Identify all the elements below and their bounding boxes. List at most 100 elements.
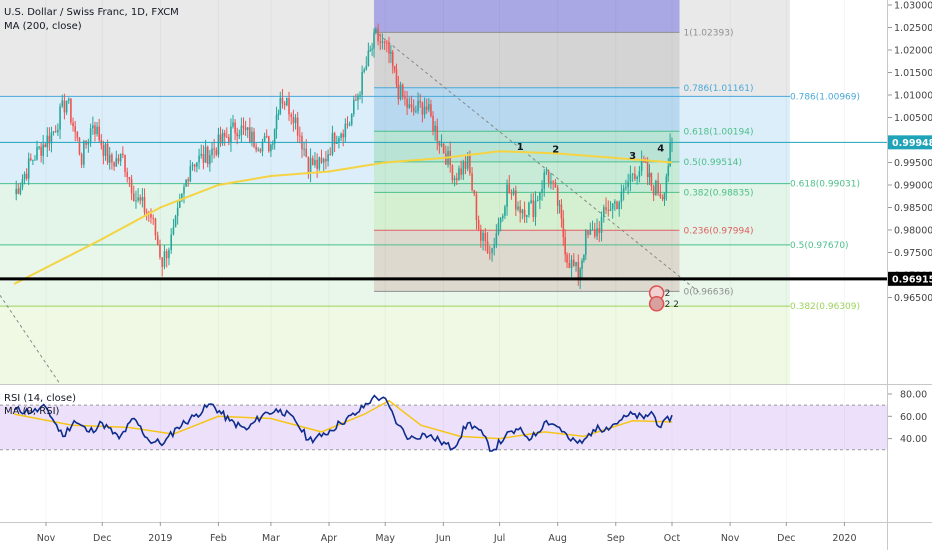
time-axis-label: Apr: [321, 533, 338, 544]
candle-body: [410, 104, 413, 108]
candle-body: [415, 111, 417, 113]
candle-body: [174, 216, 177, 228]
candle-body: [299, 135, 301, 137]
candle-body: [430, 104, 432, 116]
candle-body: [667, 166, 670, 177]
rsi-pane: [0, 394, 888, 452]
candle-body: [183, 186, 185, 194]
candle-body: [259, 149, 262, 152]
candle-body: [558, 204, 561, 206]
candle-body: [232, 122, 234, 127]
candle-body: [89, 128, 92, 142]
candle-body: [581, 260, 583, 269]
last-price-tag: [888, 135, 932, 150]
candle-body: [63, 100, 66, 113]
candle-body: [501, 215, 504, 219]
fib-level-label: 0.236(0.97994): [683, 226, 753, 236]
rsi-axis-label: 80.00: [900, 390, 927, 401]
candle-body: [552, 181, 554, 183]
time-axis-label: 2020: [832, 533, 856, 544]
candle-body: [352, 99, 355, 115]
candle-body: [646, 162, 649, 178]
candle-body: [421, 102, 424, 115]
candle-body: [161, 257, 164, 267]
candle-body: [525, 215, 528, 217]
fib-zone-1: [373, 32, 680, 88]
time-axis-label: Jun: [435, 533, 451, 544]
candle-body: [605, 207, 607, 210]
candle-body: [471, 173, 473, 191]
candle-body: [584, 230, 587, 255]
time-axis-label: Feb: [210, 533, 227, 544]
candle-body: [620, 191, 623, 203]
candle-body: [251, 131, 253, 143]
candle-body: [122, 153, 124, 155]
candle-body: [510, 193, 513, 195]
fib-zone-5: [373, 192, 680, 231]
wave-label: 4: [657, 143, 664, 154]
candle-body: [286, 98, 288, 106]
candle-body: [176, 207, 179, 217]
candle-body: [170, 234, 172, 250]
candle-body: [587, 230, 589, 235]
candle-body: [547, 171, 550, 184]
last-price-label: 0.99948: [892, 138, 932, 149]
candle-body: [365, 66, 368, 70]
candle-body: [650, 173, 653, 187]
wave-label: 1: [517, 142, 524, 153]
candle-body: [17, 188, 20, 194]
fib-zone-3: [373, 131, 680, 162]
candle-body: [87, 141, 90, 145]
candle-body: [57, 129, 59, 133]
candle-body: [292, 116, 295, 124]
candle-body: [504, 206, 506, 216]
candle-body: [271, 143, 274, 145]
candle-body: [622, 188, 625, 192]
price-pane: 0.786(1.00969) 0.618(0.99031) 0.5(0.97670)…: [0, 0, 888, 384]
candle-body: [152, 217, 155, 219]
candle-body: [132, 193, 135, 201]
candle-body: [523, 209, 526, 217]
candle-body: [137, 197, 139, 201]
candle-body: [288, 98, 290, 115]
candle-body: [156, 235, 159, 245]
candle-body: [322, 158, 325, 163]
candle-body: [255, 146, 257, 150]
candle-body: [119, 153, 122, 162]
candle-body: [663, 192, 666, 200]
price-axis-label: 1.00500: [894, 113, 932, 124]
candle-body: [296, 117, 299, 136]
candle-body: [172, 227, 175, 235]
fib-wide-label: 0.618(0.99031): [790, 180, 860, 190]
time-axis-label: Oct: [664, 533, 681, 544]
candle-body: [417, 100, 419, 112]
candle-body: [163, 251, 166, 267]
candle-body: [589, 229, 592, 235]
candle-body: [375, 28, 377, 33]
candle-body: [40, 146, 42, 156]
candle-body: [94, 125, 96, 135]
candle-body: [303, 148, 305, 150]
candle-body: [78, 137, 81, 155]
candle-body: [425, 106, 428, 110]
candle-body: [451, 165, 454, 181]
candle-body: [206, 146, 209, 165]
candle-body: [325, 158, 327, 162]
candle-body: [168, 249, 170, 259]
candle-body: [395, 69, 398, 85]
time-axis-label: Dec: [93, 533, 111, 544]
candle-body: [335, 142, 338, 144]
candle-body: [76, 131, 79, 138]
candle-body: [314, 159, 316, 165]
candle-body: [318, 157, 321, 169]
candle-body: [464, 162, 467, 169]
candle-body: [577, 261, 580, 280]
candle-body: [412, 107, 415, 112]
candle-body: [141, 196, 144, 201]
fib-level-label: 0.5(0.99514): [683, 158, 742, 168]
candle-body: [669, 142, 671, 167]
fib-level-label: 0.382(0.98835): [683, 188, 753, 198]
candle-body: [200, 153, 203, 156]
candle-body: [265, 136, 268, 138]
